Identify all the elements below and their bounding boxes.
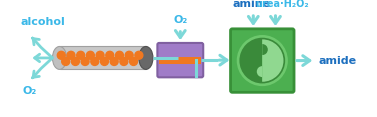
Circle shape xyxy=(67,51,75,59)
Circle shape xyxy=(120,57,128,65)
Wedge shape xyxy=(257,66,262,77)
Wedge shape xyxy=(262,44,268,55)
Circle shape xyxy=(62,57,70,65)
Ellipse shape xyxy=(139,46,153,69)
FancyBboxPatch shape xyxy=(231,29,294,92)
Circle shape xyxy=(115,51,123,59)
Circle shape xyxy=(135,51,143,59)
Circle shape xyxy=(71,57,79,65)
Text: urea·H₂O₂: urea·H₂O₂ xyxy=(256,0,310,9)
Ellipse shape xyxy=(52,46,67,69)
Text: alcohol: alcohol xyxy=(21,17,66,27)
Wedge shape xyxy=(262,38,284,83)
Circle shape xyxy=(81,57,89,65)
Circle shape xyxy=(77,51,85,59)
Text: O₂: O₂ xyxy=(173,15,187,25)
Circle shape xyxy=(57,51,65,59)
Circle shape xyxy=(106,51,114,59)
Circle shape xyxy=(237,35,288,86)
Circle shape xyxy=(130,57,138,65)
Circle shape xyxy=(96,51,104,59)
Circle shape xyxy=(86,51,94,59)
Text: amide: amide xyxy=(319,56,357,66)
FancyBboxPatch shape xyxy=(157,43,203,77)
Text: O₂: O₂ xyxy=(23,86,37,96)
Bar xyxy=(159,57,201,64)
Wedge shape xyxy=(240,38,262,83)
Circle shape xyxy=(110,57,118,65)
Circle shape xyxy=(125,51,133,59)
Text: amine: amine xyxy=(233,0,271,9)
Bar xyxy=(60,46,146,69)
Circle shape xyxy=(91,57,99,65)
Circle shape xyxy=(101,57,109,65)
